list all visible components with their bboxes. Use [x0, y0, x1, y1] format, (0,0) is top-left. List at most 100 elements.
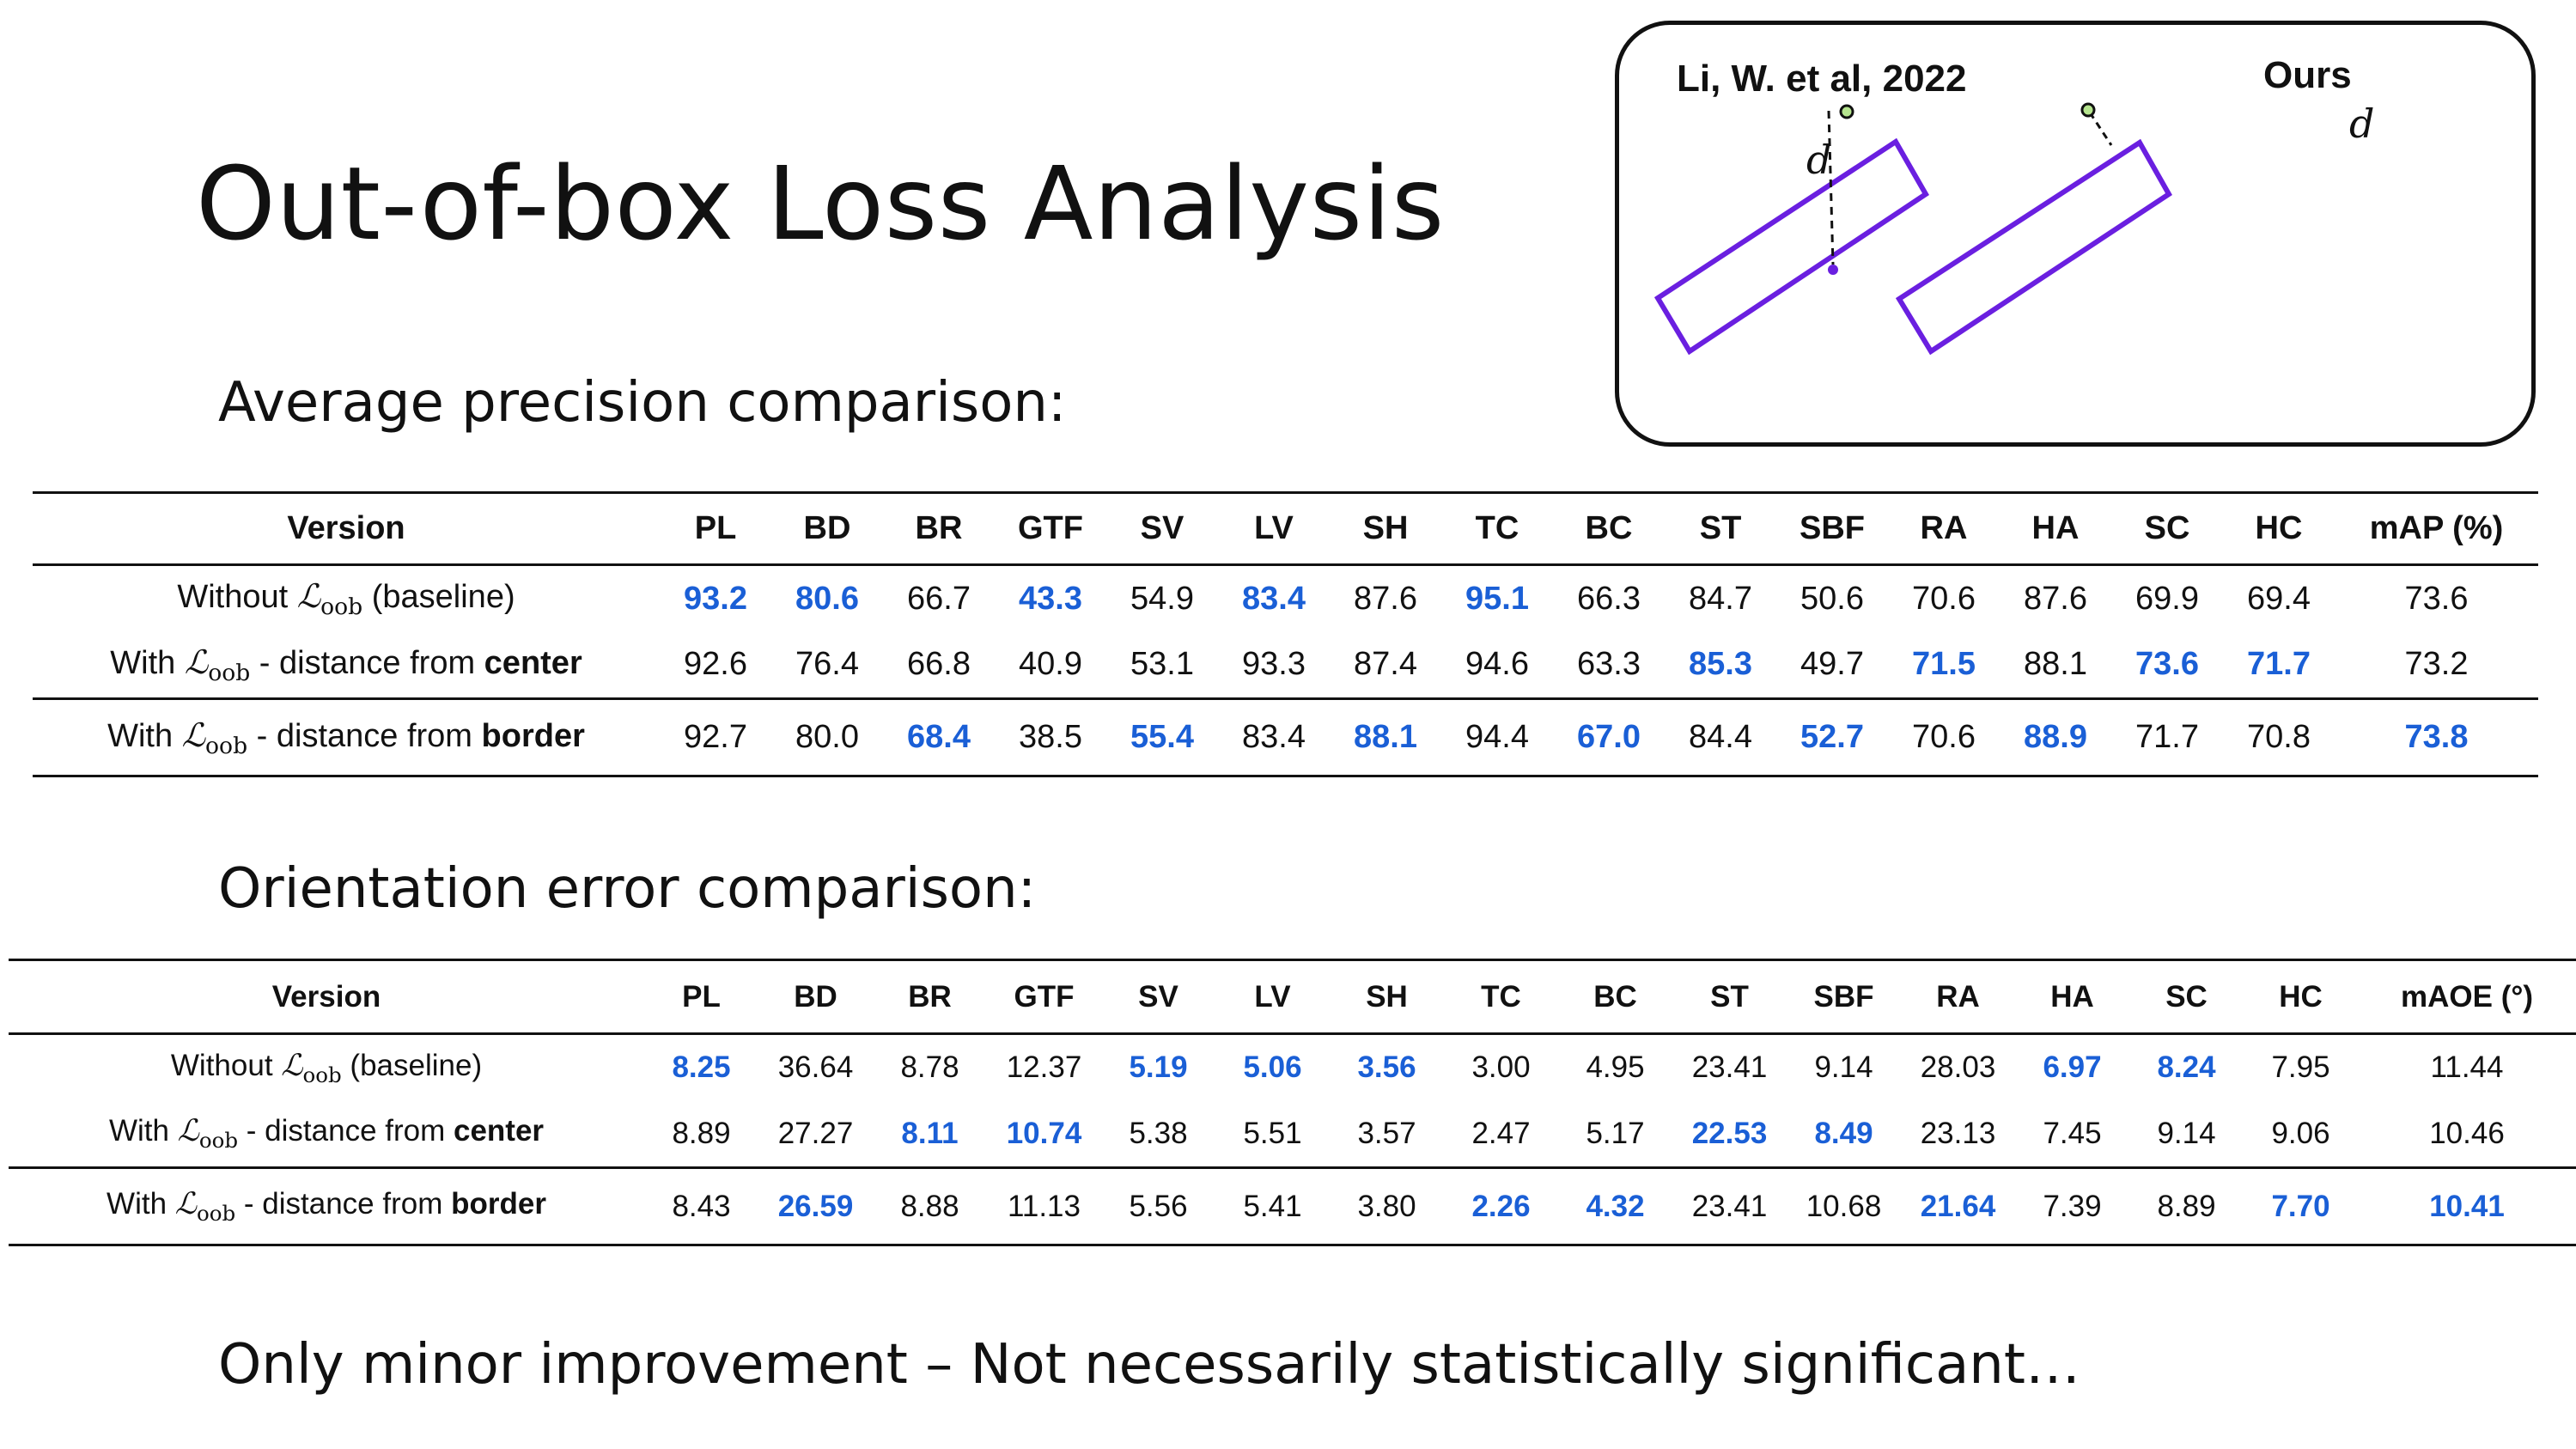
table-cell: 68.4 — [907, 719, 971, 755]
column-header: ST — [1699, 510, 1742, 546]
column-header: LV — [1254, 510, 1294, 546]
table-cell: 87.6 — [2024, 580, 2087, 617]
table-row: Without ℒoob (baseline) 8.25 36.64 8.78 12.3… — [9, 1034, 2576, 1101]
table-cell: 66.7 — [907, 580, 971, 617]
loss-symbol: ℒoob — [181, 715, 247, 759]
row-label-suffix: (baseline) — [362, 579, 515, 616]
table-cell: 71.5 — [1912, 646, 1976, 683]
loss-symbol: ℒoob — [184, 642, 250, 686]
table-cell: 70.6 — [1912, 580, 1976, 617]
ap-heading: Average precision comparison: — [218, 371, 1067, 435]
left-box-center-point — [1828, 265, 1838, 275]
table-cell: 73.8 — [2404, 719, 2469, 755]
column-header: SBF — [1800, 510, 1865, 546]
table-cell: 8.89 — [672, 1116, 731, 1150]
table-cell: 11.13 — [1008, 1189, 1081, 1223]
table-cell: 50.6 — [1800, 580, 1864, 617]
table-cell: 4.32 — [1586, 1189, 1645, 1223]
table-cell: 22.53 — [1691, 1116, 1768, 1150]
column-header: Version — [287, 510, 405, 546]
table-cell: 5.51 — [1243, 1116, 1302, 1150]
loss-letter: ℒ — [181, 715, 206, 754]
table-cell: 87.4 — [1354, 646, 1417, 683]
table-cell: 73.6 — [2135, 646, 2199, 683]
table-cell: 70.6 — [1912, 719, 1976, 755]
table-cell: 63.3 — [1577, 646, 1641, 683]
table-cell: 9.06 — [2271, 1116, 2330, 1150]
column-header: BD — [794, 979, 837, 1014]
ap-header-row: Version PL BD BR GTF SV LV SH TC BC ST SBF RA HA SC HC m… — [33, 492, 2538, 565]
table-cell: 2.47 — [1471, 1116, 1531, 1150]
column-header: SV — [1140, 510, 1184, 546]
table-cell: 8.88 — [900, 1189, 959, 1223]
column-header: GTF — [1014, 979, 1075, 1014]
table-cell: 88.1 — [2024, 646, 2087, 683]
table-cell: 80.6 — [795, 580, 859, 617]
table-row: With ℒoob - distance from border 8.43 26.5… — [9, 1167, 2576, 1245]
table-cell: 71.7 — [2135, 719, 2199, 755]
table-row: With ℒoob - distance from center 92.6 76.4… — [33, 632, 2538, 699]
table-cell: 94.6 — [1465, 646, 1529, 683]
table-cell: 83.4 — [1242, 580, 1306, 617]
right-distance-line — [2088, 112, 2113, 146]
row-label-emphasis: border — [451, 1187, 546, 1221]
column-header: BR — [915, 510, 963, 546]
loss-subscript: oob — [302, 1062, 342, 1087]
table-cell: 8.24 — [2157, 1050, 2216, 1085]
table-cell: 3.57 — [1357, 1116, 1416, 1150]
table-row: Without ℒoob (baseline) 93.2 80.6 66.7 43.3 5… — [33, 565, 2538, 632]
column-header: SV — [1138, 979, 1178, 1014]
table-cell: 88.9 — [2024, 719, 2087, 755]
row-label-emphasis: center — [454, 1114, 545, 1148]
table-cell: 66.3 — [1577, 580, 1641, 617]
table-cell: 85.3 — [1689, 646, 1752, 683]
diagram-drawing — [1653, 102, 2172, 356]
loss-subscript: oob — [205, 732, 248, 759]
table-cell: 8.78 — [900, 1050, 959, 1085]
table-cell: 7.95 — [2271, 1050, 2330, 1085]
right-rotated-box — [1895, 138, 2172, 356]
table-cell: 27.27 — [777, 1116, 854, 1150]
diagram-left-label: Li, W. et al, 2022 — [1677, 58, 1967, 100]
column-header: HA — [2031, 510, 2080, 546]
table-cell: 5.19 — [1129, 1050, 1188, 1085]
table-cell: 52.7 — [1800, 719, 1864, 755]
table-cell: 95.1 — [1465, 580, 1529, 617]
table-cell: 23.41 — [1691, 1189, 1768, 1223]
column-header: LV — [1254, 979, 1291, 1014]
table-cell: 28.03 — [1920, 1050, 1996, 1085]
column-header: RA — [1920, 510, 1968, 546]
row-version-label: With ℒoob - distance from center — [9, 1101, 644, 1168]
table-cell: 11.44 — [2430, 1050, 2504, 1085]
table-cell: 9.14 — [2157, 1116, 2216, 1150]
column-header: mAOE (°) — [2401, 979, 2533, 1014]
table-cell: 5.17 — [1586, 1116, 1645, 1150]
row-label-emphasis: border — [481, 717, 585, 754]
diagram-left-d-symbol: d — [1806, 137, 1832, 183]
table-cell: 4.95 — [1586, 1050, 1645, 1085]
table-cell: 10.41 — [2429, 1189, 2505, 1223]
column-header: BR — [908, 979, 952, 1014]
table-cell: 92.6 — [684, 646, 747, 683]
table-cell: 9.14 — [1814, 1050, 1873, 1085]
table-cell: 83.4 — [1242, 719, 1306, 755]
loss-subscript: oob — [320, 594, 363, 621]
left-distance-line — [1827, 110, 1835, 265]
table-cell: 7.39 — [2043, 1189, 2102, 1223]
table-cell: 10.74 — [1006, 1116, 1082, 1150]
row-version-label: With ℒoob - distance from center — [33, 632, 660, 699]
table-cell: 2.26 — [1471, 1189, 1531, 1223]
table-cell: 36.64 — [777, 1050, 854, 1085]
loss-letter: ℒ — [184, 642, 209, 681]
table-row: With ℒoob - distance from border 92.7 80.0… — [33, 698, 2538, 776]
row-label-prefix: With — [110, 644, 176, 681]
table-cell: 3.56 — [1357, 1050, 1416, 1085]
table-cell: 49.7 — [1800, 646, 1864, 683]
row-label-prefix: Without — [170, 1048, 273, 1082]
table-cell: 66.8 — [907, 646, 971, 683]
column-header: BC — [1593, 979, 1637, 1014]
loss-symbol: ℒoob — [281, 1049, 341, 1087]
column-header: GTF — [1018, 510, 1083, 546]
table-cell: 70.8 — [2247, 719, 2311, 755]
row-label-prefix: With — [107, 717, 174, 754]
